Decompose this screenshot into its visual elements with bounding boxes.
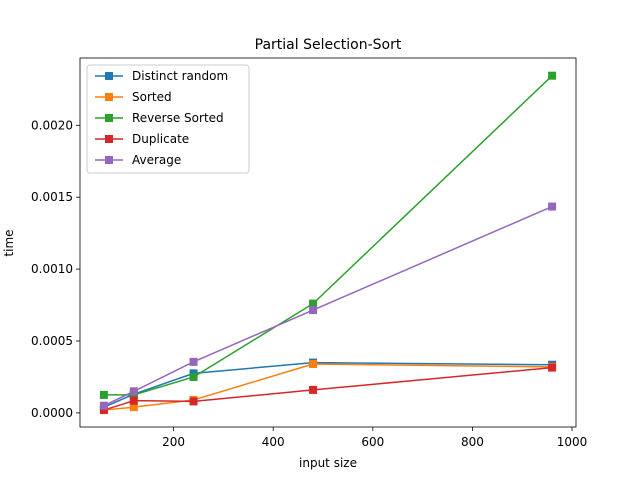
y-tick-label: 0.0000: [31, 406, 73, 420]
data-point: [129, 403, 138, 412]
data-point: [309, 306, 318, 315]
data-point: [99, 401, 108, 410]
x-tick-label: 1000: [557, 435, 588, 449]
y-tick-label: 0.0015: [31, 190, 73, 204]
data-point: [189, 372, 198, 381]
data-point: [99, 390, 108, 399]
legend-label: Sorted: [132, 90, 172, 104]
legend-label: Duplicate: [132, 132, 189, 146]
legend-marker: [105, 93, 113, 101]
x-tick-label: 800: [461, 435, 484, 449]
legend-marker: [105, 135, 113, 143]
legend-marker: [105, 114, 113, 122]
data-point: [129, 396, 138, 405]
legend-marker: [105, 156, 113, 164]
plot-area: 200 400 600 800 1000 0.0000 0.0005 0.0010 0.0015…: [31, 57, 588, 449]
data-point: [189, 357, 198, 366]
legend-label: Average: [132, 153, 181, 167]
data-point: [548, 71, 557, 80]
legend-label: Reverse Sorted: [132, 111, 224, 125]
y-axis-label: time: [2, 229, 16, 256]
data-point: [548, 202, 557, 211]
y-tick-label: 0.0005: [31, 334, 73, 348]
data-point: [129, 387, 138, 396]
data-point: [309, 299, 318, 308]
data-point: [309, 360, 318, 369]
y-tick-label: 0.0010: [31, 262, 73, 276]
x-tick-label: 600: [361, 435, 384, 449]
data-point: [99, 406, 108, 415]
legend-box: [86, 64, 250, 174]
legend-marker: [105, 72, 113, 80]
data-point: [548, 363, 557, 372]
data-point: [189, 397, 198, 406]
y-tick-label: 0.0020: [31, 118, 73, 132]
chart-title: Partial Selection-Sort: [255, 37, 402, 53]
x-axis-label: input size: [299, 456, 357, 470]
data-point: [309, 385, 318, 394]
x-tick-label: 400: [262, 435, 285, 449]
legend-label: Distinct random: [132, 69, 228, 83]
x-tick-label: 200: [162, 435, 185, 449]
axes-frame: [79, 57, 577, 428]
